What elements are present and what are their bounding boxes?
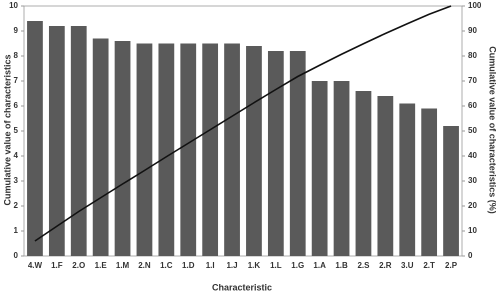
y-tick-label: 3 (14, 176, 19, 185)
y2-tick-label: 50 (468, 126, 477, 135)
y2-tick-label: 60 (468, 101, 477, 110)
bar (136, 43, 153, 256)
x-tick-label: 1.E (95, 261, 108, 270)
y-axis-title: Cumulative value of characteristics (2, 54, 12, 205)
y-tick-label: 9 (14, 26, 19, 35)
x-tick-label: 2.N (138, 261, 151, 270)
x-tick-label: 1.F (51, 261, 63, 270)
y2-tick-label: 0 (468, 251, 473, 260)
y2-tick-label: 80 (468, 51, 477, 60)
x-tick-label: 1.L (270, 261, 282, 270)
x-tick-label: 1.J (226, 261, 237, 270)
y-tick-label: 6 (14, 101, 19, 110)
x-tick-label: 1.B (335, 261, 348, 270)
x-tick-label: 4.W (28, 261, 43, 270)
y-tick-label: 0 (14, 251, 19, 260)
y2-tick-label: 90 (468, 26, 477, 35)
x-tick-label: 2.O (72, 261, 85, 270)
y2-tick-label: 70 (468, 76, 477, 85)
x-tick-label: 2.S (357, 261, 370, 270)
y2-tick-label: 100 (468, 1, 482, 10)
cumulative-line (34, 5, 452, 242)
y2-tick-label: 30 (468, 176, 477, 185)
x-tick-label: 1.C (160, 261, 173, 270)
bar (48, 26, 65, 256)
bar (92, 38, 109, 256)
x-tick-label: 2.P (445, 261, 458, 270)
y2-tick-label: 40 (468, 151, 477, 160)
y-tick-label: 4 (14, 151, 19, 160)
bar (289, 51, 306, 256)
y-tick-label: 2 (14, 201, 19, 210)
x-tick-label: 1.K (248, 261, 261, 270)
bar (202, 43, 219, 256)
bar (70, 26, 87, 256)
y2-tick-label: 10 (468, 226, 477, 235)
bar (267, 51, 284, 256)
bar (224, 43, 240, 256)
bar (114, 41, 131, 256)
y2-tick-label: 20 (468, 201, 477, 210)
y-tick-label: 10 (9, 1, 18, 10)
x-tick-label: 2.R (379, 261, 392, 270)
bar (246, 46, 262, 256)
bar (421, 108, 438, 256)
bar (355, 91, 372, 256)
x-tick-label: 1.D (182, 261, 195, 270)
x-axis-title: Characteristic (212, 282, 272, 292)
bar (333, 81, 350, 256)
bar (311, 81, 328, 256)
bar (443, 126, 459, 256)
bar (158, 43, 175, 256)
y-tick-label: 8 (14, 51, 19, 60)
bar (27, 21, 43, 256)
x-tick-label: 3.U (401, 261, 414, 270)
plot-frame (23, 5, 463, 257)
y-tick-label: 5 (14, 126, 19, 135)
bar (180, 43, 197, 256)
y-tick-label: 7 (14, 76, 19, 85)
bar (399, 103, 416, 256)
bar (377, 96, 394, 256)
x-tick-label: 1.I (206, 261, 215, 270)
x-tick-label: 2.T (423, 261, 435, 270)
y-tick-label: 1 (14, 226, 19, 235)
y2-axis-title: Cumulative value of characteristics (%) (488, 46, 498, 214)
x-tick-label: 1.A (313, 261, 326, 270)
x-tick-label: 1.G (291, 261, 304, 270)
x-tick-label: 1.M (116, 261, 130, 270)
